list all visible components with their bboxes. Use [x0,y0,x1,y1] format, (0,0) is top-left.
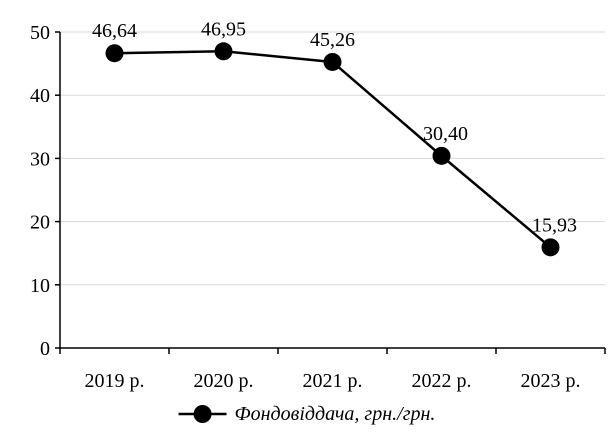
x-tick-label: 2021 р. [303,370,363,392]
data-labels: 46,64 46,95 45,26 30,40 15,93 [92,18,577,236]
y-tick-label: 40 [30,85,50,107]
axes [59,32,605,349]
data-label: 45,26 [310,29,355,51]
legend-marker-dot [193,405,212,423]
x-tick-label: 2019 р. [85,370,145,392]
series-fondovidacha [105,42,560,257]
data-label: 46,95 [201,18,246,40]
data-label: 46,64 [92,20,137,42]
data-point [323,52,342,71]
series-line [114,50,552,249]
legend: Фондовіддача, грн./грн. [178,403,436,425]
y-tick-label: 10 [30,275,50,297]
data-point [214,42,233,61]
y-axis-ticks: 0 10 20 30 40 50 [30,22,60,360]
x-tick-label: 2023 р. [521,370,581,392]
x-tick-label: 2020 р. [194,370,254,392]
x-axis-ticks: 2019 р. 2020 р. 2021 р. 2022 р. 2023 р. [59,348,606,392]
data-point [432,146,451,165]
y-tick-label: 30 [30,148,50,170]
data-label: 30,40 [423,123,468,145]
data-label: 15,93 [532,214,577,236]
data-point [105,44,124,63]
y-tick-label: 20 [30,212,50,234]
x-tick-label: 2022 р. [412,370,472,392]
data-point [541,238,560,257]
legend-label: Фондовіддача, грн./грн. [235,403,436,425]
y-tick-label: 0 [40,338,50,360]
y-tick-label: 50 [30,22,50,44]
gridlines [60,31,605,286]
